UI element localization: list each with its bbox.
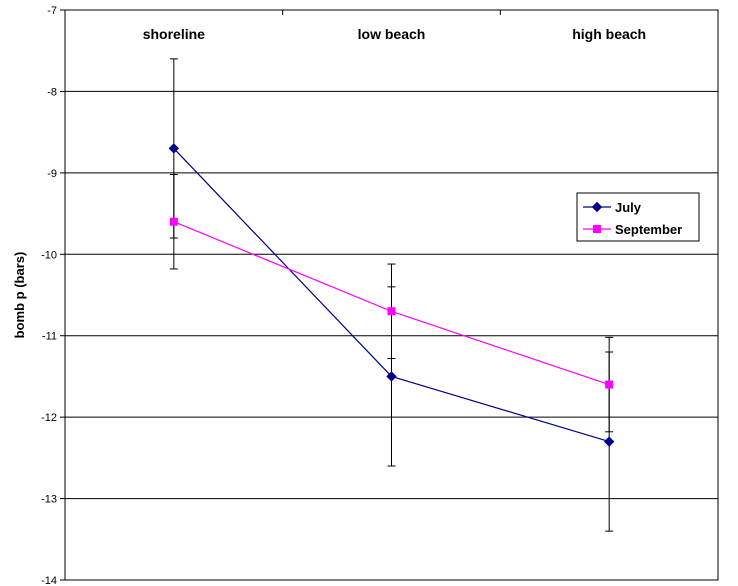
data-point-september — [169, 217, 178, 226]
data-point-july — [168, 143, 180, 154]
legend-swatch-marker — [591, 201, 603, 213]
category-label: shoreline — [143, 26, 205, 42]
data-point-september — [387, 307, 396, 316]
data-point-july — [386, 371, 397, 382]
legend-label: July — [615, 200, 642, 215]
y-axis-title: bomb p (bars) — [12, 252, 27, 339]
category-label: high beach — [572, 26, 646, 42]
y-tick-label: -10 — [41, 249, 57, 261]
y-axis-ticks: -7 -8 -9 -10 -11 -12 -13 -14 — [41, 5, 65, 586]
data-point-july — [603, 436, 615, 447]
y-tick-label: -14 — [41, 575, 57, 586]
data-point-september — [605, 380, 614, 389]
y-tick-label: -7 — [47, 5, 57, 17]
legend-swatch-marker — [593, 225, 601, 233]
y-tick-label: -12 — [41, 412, 57, 424]
y-tick-label: -8 — [47, 86, 57, 98]
legend: July September — [576, 192, 700, 242]
plot-area-border — [64, 9, 719, 581]
error-bars — [169, 58, 614, 532]
y-tick-label: -11 — [42, 331, 57, 343]
series-markers — [168, 143, 615, 447]
category-label: low beach — [358, 26, 426, 42]
y-tick-label: -9 — [47, 168, 57, 180]
legend-label: September — [615, 222, 682, 237]
y-tick-label: -13 — [41, 494, 57, 506]
category-labels: shoreline low beach high beach — [143, 10, 646, 42]
